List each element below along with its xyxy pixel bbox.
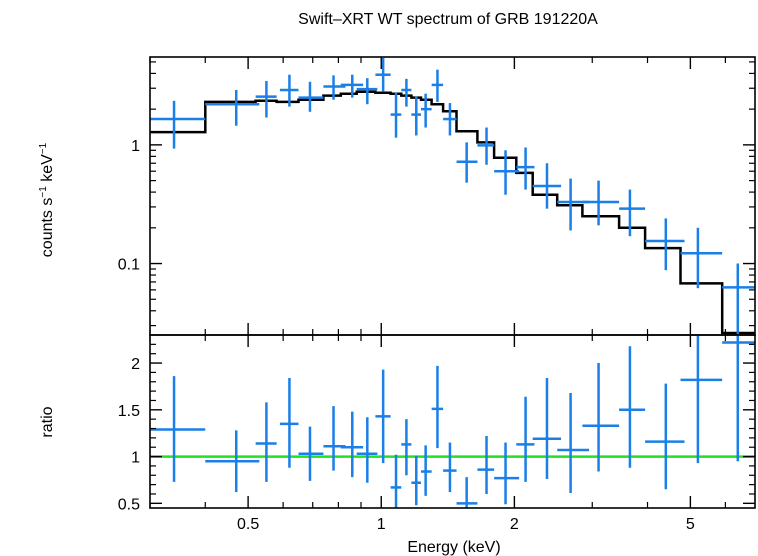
spectrum-data-point [456, 142, 478, 183]
spectrum-data-point [150, 100, 206, 149]
spectrum-data-point [477, 127, 495, 165]
ratio-data-point [680, 335, 723, 464]
y-label-main: counts s [39, 198, 56, 258]
x-axis-label: Energy (keV) [407, 539, 500, 556]
ratio-data-point [150, 376, 206, 482]
y-tick-label: 1 [131, 138, 140, 155]
spectrum-data-point [205, 89, 260, 126]
spectrum-data-point [390, 92, 402, 138]
ratio-data-point [532, 378, 562, 480]
chart-title: Swift–XRT WT spectrum of GRB 191220A [298, 11, 598, 28]
spectrum-data-point [516, 147, 535, 190]
spectrum-data-point [421, 93, 432, 128]
ratio-data-point [619, 346, 646, 468]
ratio-data-point [323, 406, 346, 471]
ratio-data-point [421, 445, 432, 496]
spectrum-data-point [532, 163, 562, 209]
spectrum-data-point [582, 180, 620, 226]
spectrum-data-point [411, 96, 422, 136]
spectrum-data-point [443, 103, 457, 136]
spectrum-data-point [401, 78, 412, 107]
ratio-data-point [516, 396, 535, 482]
ratio-data-point [443, 442, 457, 493]
spectrum-data-point [722, 263, 755, 335]
y-label-mid: keV [39, 154, 56, 186]
ratio-data-point [205, 430, 260, 493]
y-tick-label: 1 [131, 450, 140, 467]
ratio-data-point [557, 392, 590, 494]
spectrum-data-point [298, 81, 324, 112]
spectrum-data-point [680, 227, 723, 289]
ratio-data-point [356, 417, 378, 483]
ratio-data-point [340, 411, 364, 478]
ratio-data-point [279, 378, 299, 468]
ratio-data-point [431, 365, 444, 449]
spectrum-data-point [494, 150, 520, 195]
ratio-data-point [477, 435, 495, 494]
spectrum-data-point [279, 74, 299, 107]
spectrum-data-point [255, 81, 277, 118]
x-tick-label: 0.5 [237, 516, 259, 533]
ratio-frame [149, 334, 756, 509]
ratio-plot-area [150, 335, 755, 508]
spectrum-data-point [323, 75, 346, 100]
ratio-data-point [582, 363, 620, 472]
ratio-data-point [722, 335, 755, 462]
spectrum-data-point [619, 189, 646, 237]
spectrum-data-point [431, 69, 444, 102]
spectrum-data-point [375, 57, 391, 92]
x-tick-label: 1 [377, 516, 386, 533]
x-tick-label: 5 [686, 516, 695, 533]
spectrum-panel: 0.11 [118, 56, 756, 336]
y-label-sup2: −1 [38, 142, 49, 154]
y-tick-label: 0.5 [118, 496, 140, 513]
ratio-y-axis-label: ratio [39, 406, 56, 437]
y-label-sup1: −1 [38, 186, 49, 198]
x-tick-label: 2 [510, 516, 519, 533]
y-tick-label: 2 [131, 356, 140, 373]
spectrum-frame [149, 56, 756, 336]
spectrum-data-point [356, 78, 378, 105]
ratio-data-point [645, 383, 685, 490]
spectrum-y-axis-label: counts s−1 keV−1 [38, 142, 56, 257]
ratio-data-point [401, 419, 412, 476]
spectrum-data-point [340, 74, 364, 98]
ratio-data-point [255, 402, 277, 482]
ratio-data-point [494, 442, 520, 505]
ratio-data-point [298, 426, 324, 481]
spectrum-plot-area [150, 57, 755, 335]
model-histogram [150, 90, 755, 335]
y-tick-label: 1.5 [118, 403, 140, 420]
ratio-data-point [390, 454, 402, 508]
y-tick-label: 0.1 [118, 257, 140, 274]
ratio-data-point [411, 455, 422, 506]
spectrum-data-point [645, 218, 685, 271]
ratio-data-point [375, 369, 391, 464]
ratio-panel: 0.5 1 1.5 2 0.5 1 2 5 [118, 334, 756, 533]
ratio-data-point [456, 477, 478, 508]
